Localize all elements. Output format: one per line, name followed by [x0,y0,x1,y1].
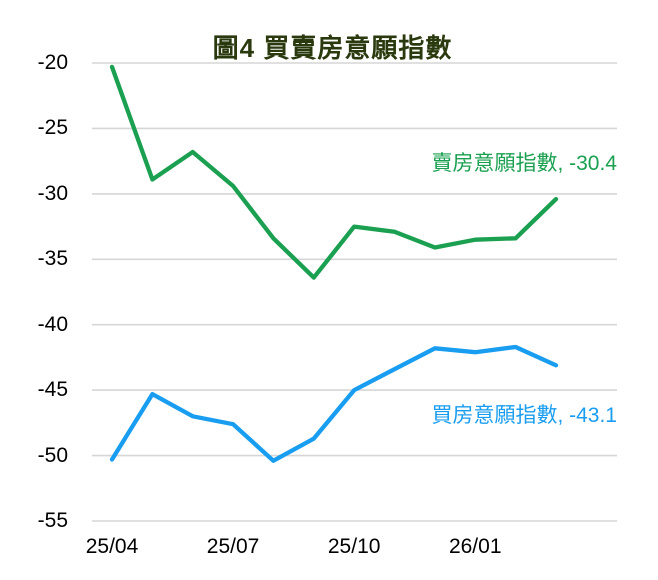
chart-title: 圖4 買賣房意願指數 [212,33,453,63]
y-tick-label: -20 [37,51,68,74]
x-tick-label: 25/04 [85,535,139,558]
series-line-buy-willingness-index [109,344,559,463]
y-tick-label: -50 [37,443,68,467]
y-tick-label: -40 [37,312,68,336]
x-tick-label: 26/01 [448,535,502,558]
y-tick-label: -35 [37,247,68,271]
sell-series-label: 賣房意願指數, -30.4 [431,152,617,175]
y-tick-label: -30 [37,181,68,205]
series-line-sell-willingness-index [109,64,559,280]
buy-series-label: 買房意願指數, -43.1 [431,404,617,427]
y-tick-label: -45 [37,378,68,402]
y-tick-label: -55 [37,509,68,532]
x-tick-label: 25/10 [327,535,381,558]
x-tick-label: 25/07 [206,535,260,558]
y-tick-label: -25 [37,116,68,140]
